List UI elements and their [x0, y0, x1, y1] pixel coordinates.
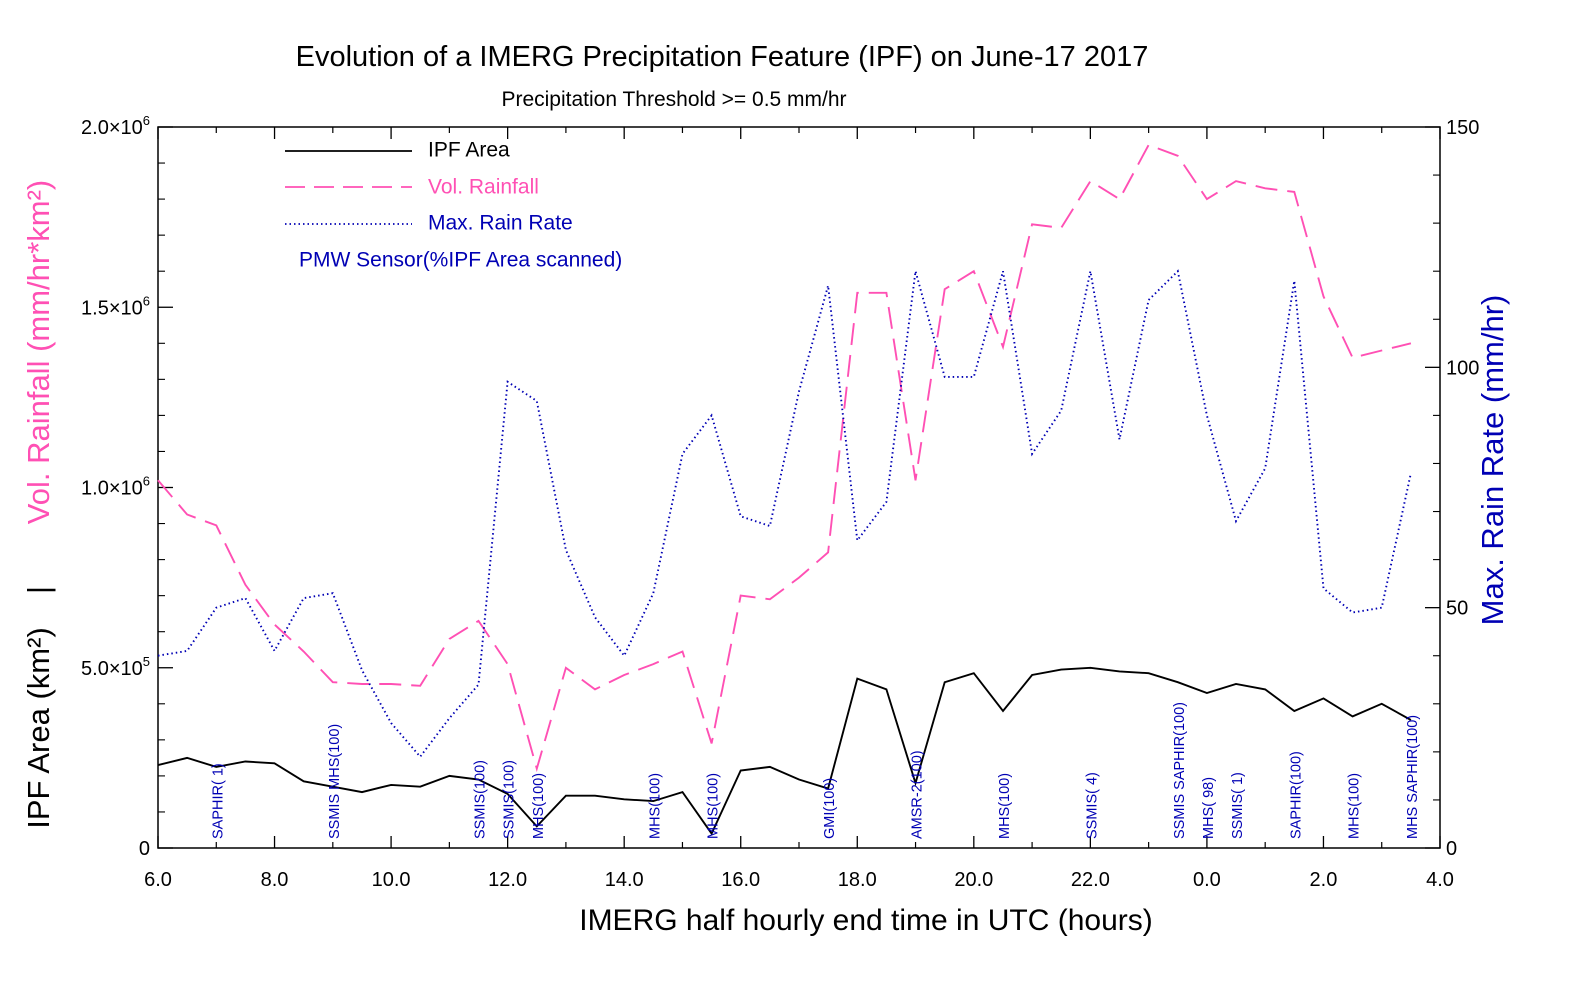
legend: IPF Area Vol. Rainfall Max. Rain Rate PM…: [285, 139, 622, 272]
x-tick-label: 4.0: [1426, 869, 1454, 891]
x-tick-label: 22.0: [1071, 869, 1110, 891]
sensor-label: SSMIS SAPHIR(100): [1172, 702, 1188, 839]
y-right-tick-label: 50: [1446, 598, 1468, 620]
y-left-label-separator: |: [21, 586, 56, 594]
y-left-tick-label: 5.0×105: [81, 654, 150, 680]
legend-label-ipf-area: IPF Area: [428, 139, 510, 162]
legend-label-max-rain-rate: Max. Rain Rate: [428, 212, 573, 235]
series-line-max-rain-rate: [157, 269, 1412, 759]
y-left-tick-label: 1.5×106: [81, 293, 150, 319]
sensor-labels: SAPHIR( 1) SSMIS MHS(100) SSMIS(100) SSMIS(…: [210, 702, 1421, 839]
y-right-tick-label: 150: [1446, 117, 1479, 139]
y-left-tick-label: 2.0×106: [81, 113, 150, 139]
x-tick-label: 8.0: [261, 869, 289, 891]
plot-frame: [157, 126, 1441, 849]
y-left-axis: 0 5.0×105 1.0×106 1.5×106 2.0×106: [81, 113, 173, 860]
series-line-ipf-area: [157, 666, 1412, 836]
y-right-axis: 0 50 100 150: [1425, 117, 1479, 860]
sensor-label: MHS(100): [531, 773, 547, 839]
sensor-label: GMI(100): [822, 778, 838, 839]
x-tick-label: 10.0: [372, 869, 411, 891]
sensor-label: MHS SAPHIR(100): [1405, 715, 1421, 839]
chart-title: Evolution of a IMERG Precipitation Featu…: [296, 41, 1149, 73]
sensor-label: SAPHIR( 1): [210, 763, 226, 839]
x-tick-label: 0.0: [1193, 869, 1221, 891]
legend-label-vol-rainfall: Vol. Rainfall: [428, 176, 539, 199]
sensor-label: SSMIS( 4): [1084, 772, 1100, 839]
y-left-label-ipf-area: IPF Area (km²): [21, 627, 56, 829]
sensor-label: AMSR-2(100): [910, 750, 926, 839]
x-axis-label: IMERG half hourly end time in UTC (hours…: [579, 904, 1153, 937]
sensor-label: SSMIS MHS(100): [327, 724, 343, 839]
x-tick-label: 18.0: [838, 869, 877, 891]
x-tick-label: 12.0: [488, 869, 527, 891]
legend-sensor-header: PMW Sensor(%IPF Area scanned): [299, 249, 622, 272]
x-axis: 6.0 8.0 10.0 12.0 14.0 16.0 18.0 20.0 22.0 0.0 2.0…: [144, 127, 1454, 891]
sensor-label: MHS(100): [706, 773, 722, 839]
y-right-tick-label: 100: [1446, 357, 1479, 379]
sensor-label: MHS(100): [1347, 773, 1363, 839]
y-right-label: Max. Rain Rate (mm/hr): [1475, 295, 1510, 626]
sensor-label: SSMIS( 1): [1230, 772, 1246, 839]
y-left-tick-label: 1.0×106: [81, 474, 150, 500]
sensor-label: SSMIS(100): [473, 760, 489, 839]
sensor-label: MHS( 98): [1201, 777, 1217, 839]
sensor-label: MHS(100): [647, 773, 663, 839]
x-tick-label: 16.0: [721, 869, 760, 891]
x-tick-label: 20.0: [954, 869, 993, 891]
sensor-label: SAPHIR(100): [1288, 751, 1304, 839]
x-tick-label: 14.0: [605, 869, 644, 891]
chart-subtitle: Precipitation Threshold >= 0.5 mm/hr: [501, 88, 846, 111]
series-layer: [157, 143, 1412, 836]
x-tick-label: 2.0: [1310, 869, 1338, 891]
x-tick-label: 6.0: [144, 869, 172, 891]
y-left-tick-label: 0: [139, 838, 150, 860]
y-left-labels: Vol. Rainfall (mm/hr*km²) | IPF Area (km…: [21, 180, 56, 829]
series-line-vol-rainfall: [157, 143, 1412, 773]
y-right-tick-label: 0: [1446, 838, 1457, 860]
sensor-label: MHS(100): [997, 773, 1013, 839]
sensor-label: SSMIS(100): [502, 760, 518, 839]
y-left-label-vol-rainfall: Vol. Rainfall (mm/hr*km²): [21, 180, 56, 525]
